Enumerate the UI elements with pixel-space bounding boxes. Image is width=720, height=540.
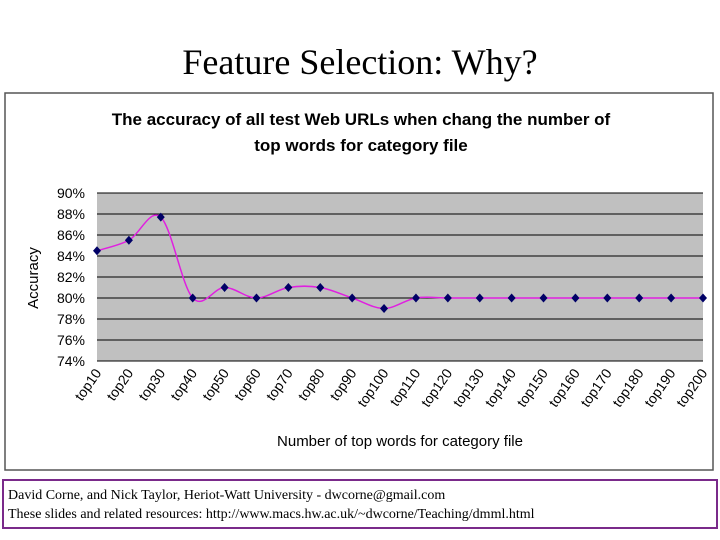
data-point: [443, 293, 452, 303]
data-point: [539, 293, 548, 303]
data-point: [124, 235, 133, 245]
data-point: [507, 293, 516, 303]
y-tick-label: 82%: [57, 269, 85, 285]
y-axis-label: Accuracy: [25, 247, 42, 309]
data-point: [348, 293, 357, 303]
data-point: [316, 283, 325, 292]
data-point: [220, 283, 229, 292]
data-point: [93, 246, 101, 256]
y-tick-label: 76%: [57, 332, 85, 348]
data-point: [156, 212, 165, 222]
data-point: [380, 304, 389, 313]
chart-title: The accuracy of all test Web URLs when c…: [112, 110, 611, 129]
y-tick-label: 90%: [57, 185, 85, 201]
x-axis-label: Number of top words for category file: [277, 433, 523, 450]
y-tick-label: 80%: [57, 290, 85, 306]
data-point: [635, 293, 644, 303]
data-point: [284, 283, 293, 292]
y-tick-label: 88%: [57, 206, 85, 222]
footer-line: These slides and related resources: http…: [8, 507, 535, 522]
data-point: [411, 293, 420, 303]
data-point: [252, 293, 261, 303]
data-point: [699, 293, 707, 303]
data-point: [188, 293, 197, 303]
y-tick-label: 84%: [57, 248, 85, 264]
data-point: [603, 293, 612, 303]
data-point: [667, 293, 676, 303]
footer-box: [2, 479, 718, 529]
data-point: [475, 293, 484, 303]
data-point: [571, 293, 580, 303]
chart-title: top words for category file: [254, 136, 467, 155]
y-tick-label: 86%: [57, 227, 85, 243]
footer-line: David Corne, and Nick Taylor, Heriot-Wat…: [8, 488, 445, 503]
y-tick-label: 78%: [57, 311, 85, 327]
slide-title: Feature Selection: Why?: [182, 42, 537, 82]
y-tick-label: 74%: [57, 353, 85, 369]
